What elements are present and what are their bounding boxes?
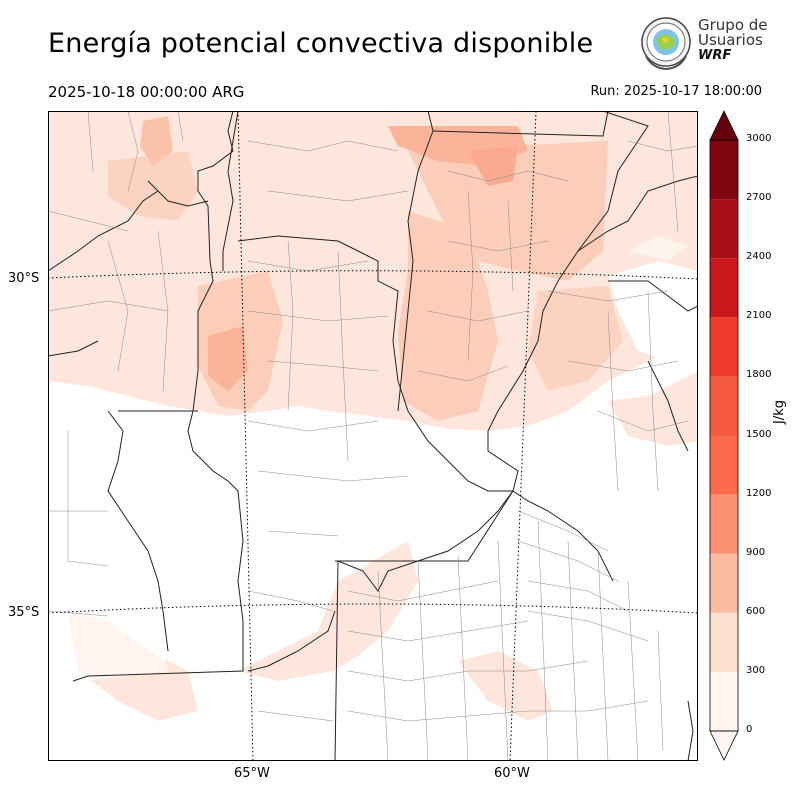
valid-time: 2025-10-18 00:00:00 ARG bbox=[48, 83, 245, 101]
colorbar-tick-label: 1200 bbox=[746, 487, 772, 499]
department-borders bbox=[48, 111, 698, 761]
colorbar-tick-label: 2400 bbox=[746, 251, 772, 263]
colorbar bbox=[709, 110, 739, 761]
colorbar-band bbox=[710, 553, 738, 613]
province-borders bbox=[48, 111, 698, 761]
lat-label-35s: 35°S bbox=[8, 605, 40, 620]
cape-map bbox=[48, 111, 698, 761]
colorbar-tick-label: 300 bbox=[746, 664, 766, 676]
lon-label-60w: 60°W bbox=[494, 766, 530, 781]
map-frame bbox=[48, 111, 698, 761]
logo-line-3: WRF bbox=[698, 48, 732, 63]
graticule bbox=[48, 111, 698, 761]
colorbar-band bbox=[710, 435, 738, 495]
colorbar-band bbox=[710, 140, 738, 200]
lon-label-65w: 65°W bbox=[234, 766, 270, 781]
colorbar-extend-low bbox=[709, 730, 739, 761]
colorbar-tick-label: 900 bbox=[746, 546, 766, 558]
colorbar-extend-high bbox=[709, 110, 739, 141]
colorbar-band bbox=[710, 671, 738, 731]
logo-line-1: Grupo de bbox=[698, 16, 768, 34]
colorbar-tick-label: 2100 bbox=[746, 310, 772, 322]
colorbar-band bbox=[710, 494, 738, 554]
run-time: Run: 2025-10-17 18:00:00 bbox=[590, 84, 762, 99]
wrf-users-logo: Grupo de Usuarios WRF bbox=[638, 16, 768, 72]
colorbar-band bbox=[710, 199, 738, 259]
colorbar-unit: J/kg bbox=[772, 400, 787, 424]
logo-line-2: Usuarios bbox=[698, 31, 763, 49]
colorbar-band bbox=[710, 612, 738, 672]
cape-region-south bbox=[238, 541, 418, 681]
colorbar-tick-label: 2700 bbox=[746, 192, 772, 204]
colorbar-tick-label: 1500 bbox=[746, 428, 772, 440]
colorbar-tick-label: 0 bbox=[746, 724, 753, 735]
cape-region-center bbox=[408, 141, 608, 281]
map-title: Energía potencial convectiva disponible bbox=[48, 28, 594, 59]
logo-seal-icon bbox=[641, 17, 691, 71]
lat-label-30s: 30°S bbox=[8, 271, 40, 286]
colorbar-band bbox=[710, 376, 738, 436]
colorbar-tick-label: 3000 bbox=[746, 133, 772, 144]
colorbar-tick-label: 600 bbox=[746, 605, 766, 617]
colorbar-tick-label: 1800 bbox=[746, 369, 772, 381]
colorbar-band bbox=[710, 317, 738, 377]
colorbar-band bbox=[710, 258, 738, 318]
